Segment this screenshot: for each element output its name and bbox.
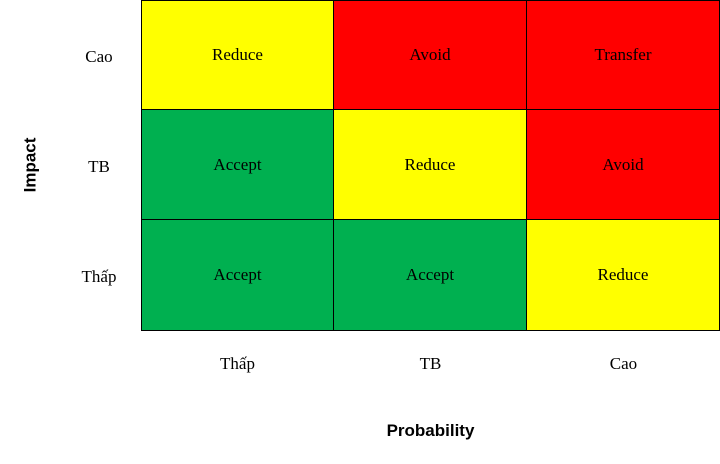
- matrix-cell-r2c2: Reduce: [334, 110, 527, 220]
- y-axis-title: Impact: [0, 110, 60, 220]
- matrix-cell-r3c3: Reduce: [527, 220, 720, 331]
- risk-matrix: Reduce Avoid Transfer Accept Reduce Avoi…: [141, 0, 720, 331]
- matrix-cell-r3c1: Accept: [141, 220, 334, 331]
- matrix-cell-r1c1: Reduce: [141, 0, 334, 110]
- y-axis-title-text: Impact: [19, 137, 39, 193]
- y-label-cao: Cao: [85, 47, 113, 66]
- x-label-tb: TB: [419, 354, 442, 373]
- matrix-cell-r2c3: Avoid: [527, 110, 720, 220]
- x-label-thap: Thấp: [220, 354, 255, 373]
- matrix-cell-r1c2: Avoid: [334, 0, 527, 110]
- y-label-thap: Thấp: [81, 267, 117, 286]
- x-axis-title: Probability: [386, 421, 475, 440]
- matrix-cell-r2c1: Accept: [141, 110, 334, 220]
- y-label-tb: TB: [88, 157, 110, 176]
- matrix-cell-r3c2: Accept: [334, 220, 527, 331]
- matrix-cell-r1c3: Transfer: [527, 0, 720, 110]
- x-label-cao: Cao: [609, 354, 638, 373]
